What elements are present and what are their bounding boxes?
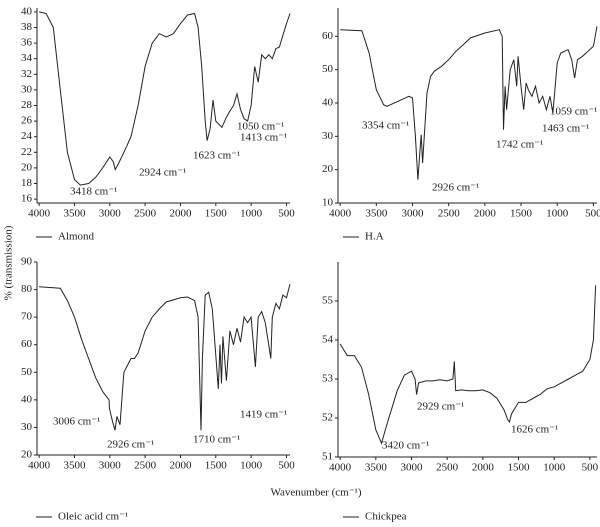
y-tick-label: 30 — [21, 83, 33, 95]
peak-annotation: 3420 cm⁻¹ — [382, 440, 429, 452]
legend-label: H.A — [365, 231, 384, 243]
peak-annotation: 2926 cm⁻¹ — [107, 439, 154, 451]
y-tick-label: 24 — [21, 130, 33, 142]
x-tick-label: 3000 — [402, 208, 425, 220]
y-tick-label: 60 — [322, 30, 334, 42]
x-tick-label: 1500 — [510, 208, 533, 220]
spectrum-line — [340, 26, 598, 180]
x-tick-label: 3500 — [365, 208, 388, 220]
peak-annotation: 1623 cm⁻¹ — [193, 150, 240, 162]
spectrum-line — [39, 283, 291, 431]
x-tick-label: 500 — [278, 208, 295, 220]
peak-annotation: 1710 cm⁻¹ — [193, 434, 240, 446]
x-tick-label: 2500 — [436, 462, 459, 474]
x-tick-label: 4000 — [329, 208, 352, 220]
legend-label: Oleic acid cm⁻¹ — [58, 511, 128, 523]
peak-annotation: 2929 cm⁻¹ — [417, 401, 464, 413]
x-tick-label: 1500 — [508, 462, 531, 474]
peak-annotation: 1413 cm⁻¹ — [240, 132, 287, 144]
y-tick-label: 60 — [21, 338, 33, 350]
x-tick-label: 3500 — [63, 460, 86, 472]
peak-annotation: 3418 cm⁻¹ — [70, 186, 117, 198]
x-tick-label: 500 — [582, 462, 599, 474]
peak-annotation: 2926 cm⁻¹ — [432, 182, 479, 194]
peak-annotation: 3354 cm⁻¹ — [362, 120, 409, 132]
y-tick-label: 28 — [21, 99, 33, 111]
y-tick-label: 40 — [21, 5, 33, 17]
x-tick-label: 4000 — [28, 208, 51, 220]
y-tick-label: 40 — [322, 97, 334, 109]
spectrum-line — [38, 11, 291, 186]
x-tick-label: 2000 — [169, 460, 192, 472]
y-tick-label: 90 — [21, 256, 33, 268]
x-tick-label: 2000 — [472, 462, 495, 474]
peak-annotation: 1742 cm⁻¹ — [496, 139, 543, 151]
y-axis-label: % (transmission) — [3, 225, 15, 300]
y-tick-label: 26 — [21, 115, 33, 127]
y-tick-label: 53 — [322, 373, 334, 385]
y-tick-label: 20 — [21, 449, 33, 461]
x-tick-label: 1000 — [240, 460, 263, 472]
y-tick-label: 70 — [21, 311, 33, 323]
peak-annotation: 3006 cm⁻¹ — [53, 416, 100, 428]
legend-label: Almond — [58, 231, 95, 243]
x-tick-label: 1000 — [240, 208, 263, 220]
y-tick-label: 10 — [322, 197, 334, 209]
x-tick-label: 1500 — [205, 460, 228, 472]
x-tick-label: 3500 — [365, 462, 388, 474]
y-tick-label: 51 — [322, 451, 333, 463]
y-tick-label: 54 — [322, 334, 334, 346]
legend-label: Chickpea — [365, 511, 407, 523]
x-tick-label: 3000 — [99, 460, 122, 472]
x-tick-label: 1000 — [546, 208, 569, 220]
y-tick-label: 18 — [21, 177, 33, 189]
y-tick-label: 50 — [322, 63, 334, 75]
y-tick-label: 40 — [21, 393, 33, 405]
y-tick-label: 38 — [21, 21, 33, 33]
y-tick-label: 34 — [21, 52, 33, 64]
x-tick-label: 4000 — [28, 460, 51, 472]
x-tick-label: 500 — [278, 460, 295, 472]
y-tick-label: 80 — [21, 283, 33, 295]
y-tick-label: 52 — [322, 412, 333, 424]
y-tick-label: 22 — [21, 146, 32, 158]
spectrum-line — [339, 285, 597, 445]
y-tick-label: 55 — [322, 295, 334, 307]
y-tick-label: 20 — [21, 161, 33, 173]
peak-annotation: 2924 cm⁻¹ — [139, 167, 186, 179]
x-tick-label: 2500 — [134, 208, 157, 220]
x-tick-label: 3500 — [63, 208, 86, 220]
x-tick-label: 2000 — [474, 208, 497, 220]
x-tick-label: 2500 — [438, 208, 461, 220]
y-tick-label: 30 — [21, 421, 33, 433]
x-tick-label: 3000 — [99, 208, 122, 220]
x-tick-label: 2000 — [169, 208, 192, 220]
y-tick-label: 32 — [21, 68, 32, 80]
peak-annotation: 1463 cm⁻¹ — [542, 123, 589, 135]
x-tick-label: 500 — [585, 208, 600, 220]
y-tick-label: 30 — [322, 130, 334, 142]
x-tick-label: 2500 — [134, 460, 157, 472]
peak-annotation: 1050 cm⁻¹ — [237, 121, 284, 133]
x-tick-label: 1500 — [205, 208, 228, 220]
y-tick-label: 20 — [322, 163, 334, 175]
x-tick-label: 3000 — [400, 462, 423, 474]
x-tick-label: 4000 — [329, 462, 352, 474]
peak-annotation: 1419 cm⁻¹ — [240, 409, 287, 421]
y-tick-label: 50 — [21, 366, 33, 378]
y-tick-label: 36 — [21, 37, 33, 49]
x-axis-label: Wavenumber (cm⁻¹) — [271, 487, 362, 499]
peak-annotation: 1626 cm⁻¹ — [511, 424, 558, 436]
peak-annotation: 1059 cm⁻¹ — [550, 106, 597, 118]
x-tick-label: 1000 — [543, 462, 566, 474]
y-tick-label: 16 — [21, 193, 33, 205]
